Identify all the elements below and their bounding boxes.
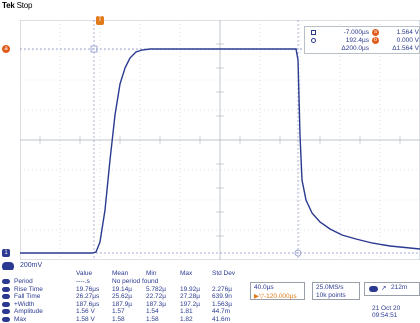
measurement-channel-icon xyxy=(2,317,10,322)
channel-1-scale: 200mV xyxy=(20,262,42,269)
table-row[interactable]: Period ----.s No period found xyxy=(0,278,248,286)
measurement-mean: 1.58 xyxy=(112,316,125,323)
cursor-delta-voltage: Δ1.564 V xyxy=(383,45,419,52)
measurement-value: 26.27µs xyxy=(76,293,99,300)
measurement-stddev: 41.6m xyxy=(212,316,230,323)
acquisition-state: Stop xyxy=(17,1,33,10)
cursor-a-badge: a xyxy=(372,29,379,36)
cursor-a-marker-label: a xyxy=(4,46,7,52)
measurement-name: Max xyxy=(14,316,26,323)
cursor-circle-icon xyxy=(311,38,316,43)
time-label: 09:54:51 xyxy=(372,312,400,319)
measurement-mean: No period found xyxy=(112,278,158,285)
measurement-mean: 187.9µ xyxy=(112,301,132,308)
measurement-name: +Width xyxy=(14,301,34,308)
measurement-channel-icon xyxy=(2,309,10,314)
trigger-marker-label: T xyxy=(98,17,102,23)
horizontal-scale: 40.0µs xyxy=(254,284,274,291)
brand-label: Tek xyxy=(2,1,15,10)
cursor-square-icon xyxy=(311,30,316,35)
col-header-max: Max xyxy=(180,270,192,277)
measurement-mean: 1.57 xyxy=(112,308,125,315)
measurement-max: 1.81 xyxy=(180,308,193,315)
measurement-channel-icon xyxy=(2,302,10,307)
record-length: 10k points xyxy=(316,292,346,299)
measurement-name: Amplitude xyxy=(14,308,43,315)
col-header-stddev: Std Dev xyxy=(212,270,235,277)
channel-ground-marker[interactable]: 1 xyxy=(2,249,10,257)
measurement-min: 1.58 xyxy=(146,316,159,323)
trigger-slope-icon: ↗ xyxy=(381,284,386,292)
measurement-min: 5.782µ xyxy=(146,286,166,293)
measurement-value: 1.56 V xyxy=(76,308,95,315)
col-header-mean: Mean xyxy=(112,270,128,277)
trigger-position-marker[interactable]: T xyxy=(96,16,104,25)
measurement-stddev: 1.563µ xyxy=(212,301,232,308)
measurement-max: 1.82 xyxy=(180,316,193,323)
measurement-stddev: 639.9n xyxy=(212,293,232,300)
measurement-value: 187.6µs xyxy=(76,301,99,308)
readout-row-delta: Δ200.0µs Δ1.564 V xyxy=(305,45,420,53)
acquisition-readout[interactable]: 25.0MS/s 10k points xyxy=(312,282,360,300)
ground-marker-label: 1 xyxy=(4,250,7,256)
measurement-value: ----.s xyxy=(76,278,90,285)
measurement-mean: 19.14µ xyxy=(112,286,132,293)
cursor-a-time: -7.000µs xyxy=(323,29,369,36)
measurement-max: 197.2µ xyxy=(180,301,200,308)
table-row[interactable]: Max 1.58 V 1.58 1.58 1.82 41.6m xyxy=(0,316,248,323)
measurement-name: Period xyxy=(14,278,33,285)
table-row[interactable]: Amplitude 1.56 V 1.57 1.54 1.81 44.7m xyxy=(0,308,248,316)
measurement-channel-icon xyxy=(2,294,10,299)
timebase-readout[interactable]: 40.0µs ▶▽-120.000µs xyxy=(250,282,305,300)
measurement-min: 22.72µ xyxy=(146,293,166,300)
cursor-delta-time: Δ200.0µs xyxy=(323,45,369,52)
readout-row-b: 192.4µs b 0.000 V xyxy=(305,37,420,45)
trigger-level: 212m xyxy=(391,284,407,291)
col-header-value: Value xyxy=(76,270,92,277)
waveform-display[interactable]: T a 1 xyxy=(20,20,420,260)
cursor-readout-panel: -7.000µs a 1.564 V 192.4µs b 0.000 V Δ20… xyxy=(304,26,420,54)
cursor-b-badge: b xyxy=(372,37,379,44)
measurement-min: 1.54 xyxy=(146,308,159,315)
measurement-value: 1.58 V xyxy=(76,316,95,323)
measurement-value: 19.76µs xyxy=(76,286,99,293)
cursor-b-voltage: 0.000 V xyxy=(383,37,419,44)
measurement-table: Value Mean Min Max Std Dev Period ----.s… xyxy=(0,270,248,320)
measurement-max: 27.28µ xyxy=(180,293,200,300)
measurement-max: 19.92µ xyxy=(180,286,200,293)
horizontal-position: ▶▽-120.000µs xyxy=(254,292,297,300)
cursor-a-level-marker[interactable]: a xyxy=(2,45,10,53)
datetime-display: 21 Oct 20 09:54:51 xyxy=(372,305,400,319)
measurement-min: 187.3µ xyxy=(146,301,166,308)
cursor-b-time: 192.4µs xyxy=(323,37,369,44)
measurement-name: Rise Time xyxy=(14,286,43,293)
col-header-min: Min xyxy=(146,270,156,277)
sample-rate: 25.0MS/s xyxy=(316,284,343,291)
measurement-stddev: 44.7m xyxy=(212,308,230,315)
cursor-a-voltage: 1.564 V xyxy=(383,29,419,36)
table-row[interactable]: +Width 187.6µs 187.9µ 187.3µ 197.2µ 1.56… xyxy=(0,301,248,309)
top-bar: Tek Stop xyxy=(0,0,420,20)
date-label: 21 Oct 20 xyxy=(372,305,400,312)
measurement-name: Fall Time xyxy=(14,293,40,300)
measurement-mean: 25.62µ xyxy=(112,293,132,300)
table-row[interactable]: Fall Time 26.27µs 25.62µ 22.72µ 27.28µ 6… xyxy=(0,293,248,301)
table-row[interactable]: Rise Time 19.76µs 19.14µ 5.782µ 19.92µ 2… xyxy=(0,286,248,294)
trigger-readout[interactable]: ↗ 212m xyxy=(364,282,420,296)
readout-row-a: -7.000µs a 1.564 V xyxy=(305,29,420,37)
measurement-stddev: 2.276µ xyxy=(212,286,232,293)
measurement-channel-icon xyxy=(2,287,10,292)
measurement-channel-icon xyxy=(2,279,10,284)
status-header: Tek Stop xyxy=(2,1,32,10)
trigger-source-icon xyxy=(369,286,378,292)
